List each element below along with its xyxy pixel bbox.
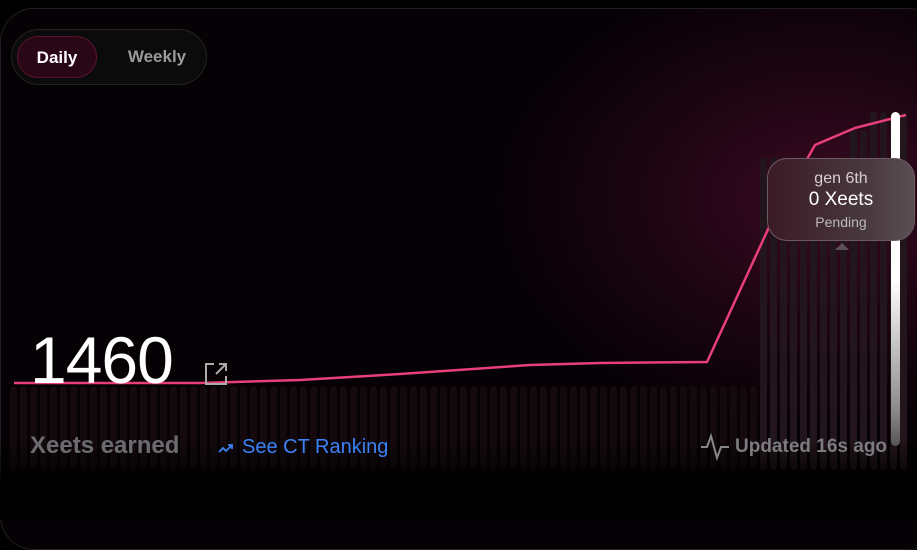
period-toggle: Daily Weekly xyxy=(11,29,207,85)
activity-pulse-icon xyxy=(701,432,729,462)
tooltip-status: Pending xyxy=(815,214,867,230)
bottom-fade xyxy=(0,440,917,520)
tooltip-value: 0 Xeets xyxy=(808,189,874,210)
earnings-line xyxy=(14,113,907,385)
earnings-line-chart xyxy=(14,113,907,385)
tooltip-title: gen 6th xyxy=(814,170,868,187)
tooltip: gen 6th 0 Xeets Pending xyxy=(767,158,915,241)
tooltip-caret xyxy=(835,243,849,250)
tab-weekly[interactable]: Weekly xyxy=(127,47,187,66)
trending-up-icon xyxy=(218,443,233,453)
hover-cursor-bar[interactable] xyxy=(891,112,900,446)
total-xeets: 1460 xyxy=(30,323,174,397)
external-link-icon[interactable] xyxy=(203,361,229,387)
total-label: Xeets earned xyxy=(30,432,180,459)
tab-daily[interactable]: Daily xyxy=(17,36,97,78)
updated-status: Updated 16s ago xyxy=(700,432,887,462)
ranking-link-label: See CT Ranking xyxy=(242,436,389,458)
updated-text: Updated 16s ago xyxy=(735,436,888,457)
see-ct-ranking-link[interactable]: See CT Ranking xyxy=(218,436,388,459)
